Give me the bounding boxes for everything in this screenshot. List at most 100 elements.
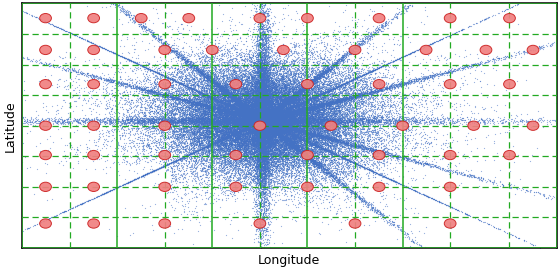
Point bbox=[246, 112, 255, 116]
Point bbox=[331, 138, 340, 143]
Point bbox=[395, 155, 404, 159]
Point bbox=[207, 118, 216, 122]
Point bbox=[289, 133, 298, 137]
Point bbox=[267, 87, 276, 91]
Point bbox=[253, 94, 262, 98]
Point bbox=[273, 124, 282, 129]
Point bbox=[237, 109, 246, 113]
Point bbox=[179, 161, 188, 165]
Point bbox=[395, 96, 404, 100]
Point bbox=[202, 167, 211, 171]
Point bbox=[315, 113, 324, 117]
Point bbox=[255, 83, 264, 87]
Point bbox=[241, 111, 250, 115]
Point bbox=[49, 214, 58, 218]
Point bbox=[295, 84, 304, 88]
Point bbox=[409, 158, 418, 163]
Point bbox=[189, 119, 198, 123]
Point bbox=[282, 130, 291, 134]
Point bbox=[282, 120, 291, 124]
Point bbox=[268, 111, 277, 115]
Point bbox=[286, 112, 295, 116]
Point bbox=[279, 98, 288, 102]
Point bbox=[256, 116, 265, 120]
Point bbox=[293, 93, 302, 97]
Point bbox=[312, 73, 321, 77]
Point bbox=[277, 99, 286, 103]
Point bbox=[270, 137, 279, 141]
Point bbox=[199, 128, 208, 133]
Point bbox=[227, 186, 236, 190]
Point bbox=[296, 110, 305, 114]
Point bbox=[323, 89, 332, 93]
Point bbox=[199, 66, 208, 71]
Point bbox=[264, 54, 273, 58]
Point bbox=[296, 86, 305, 90]
Point bbox=[320, 107, 329, 111]
Point bbox=[228, 152, 237, 156]
Point bbox=[207, 108, 216, 113]
Point bbox=[218, 120, 227, 124]
Point bbox=[271, 139, 280, 143]
Point bbox=[278, 85, 287, 89]
Point bbox=[247, 124, 256, 128]
Point bbox=[323, 88, 332, 93]
Point bbox=[265, 112, 274, 116]
Point bbox=[255, 76, 264, 81]
Point bbox=[206, 75, 214, 80]
Point bbox=[209, 146, 218, 150]
Point bbox=[306, 141, 315, 145]
Point bbox=[251, 121, 260, 126]
Point bbox=[264, 123, 273, 127]
Point bbox=[204, 104, 213, 109]
Point bbox=[264, 207, 273, 211]
Point bbox=[192, 107, 200, 112]
Point bbox=[329, 111, 338, 116]
Point bbox=[138, 122, 147, 126]
Point bbox=[230, 89, 239, 93]
Point bbox=[254, 121, 263, 125]
Point bbox=[316, 110, 325, 114]
Point bbox=[218, 91, 227, 95]
Point bbox=[255, 130, 264, 134]
Point bbox=[316, 103, 325, 107]
Point bbox=[249, 124, 258, 128]
Point bbox=[323, 76, 332, 80]
Point bbox=[237, 150, 246, 154]
Point bbox=[299, 143, 308, 147]
Point bbox=[76, 121, 85, 125]
Point bbox=[231, 100, 240, 104]
Point bbox=[230, 90, 239, 94]
Point bbox=[281, 103, 290, 108]
Point bbox=[219, 102, 228, 106]
Point bbox=[342, 140, 351, 145]
Point bbox=[217, 137, 226, 142]
Point bbox=[243, 136, 252, 141]
Point bbox=[346, 126, 355, 130]
Point bbox=[292, 134, 301, 139]
Point bbox=[223, 129, 232, 133]
Point bbox=[217, 130, 226, 135]
Point bbox=[312, 94, 321, 98]
Point bbox=[263, 120, 272, 124]
Point bbox=[353, 93, 362, 98]
Point bbox=[338, 111, 347, 116]
Point bbox=[280, 88, 289, 92]
Point bbox=[270, 129, 279, 133]
Point bbox=[225, 103, 234, 108]
Point bbox=[237, 78, 246, 82]
Point bbox=[274, 114, 283, 119]
Point bbox=[267, 109, 276, 113]
Point bbox=[334, 154, 343, 158]
Point bbox=[256, 120, 265, 124]
Point bbox=[259, 133, 268, 138]
Point bbox=[193, 94, 202, 99]
Point bbox=[255, 168, 264, 172]
Point bbox=[329, 94, 338, 99]
Point bbox=[332, 151, 340, 156]
Point bbox=[256, 119, 265, 123]
Point bbox=[207, 83, 216, 88]
Point bbox=[289, 121, 298, 125]
Point bbox=[255, 117, 264, 122]
Point bbox=[283, 150, 292, 154]
